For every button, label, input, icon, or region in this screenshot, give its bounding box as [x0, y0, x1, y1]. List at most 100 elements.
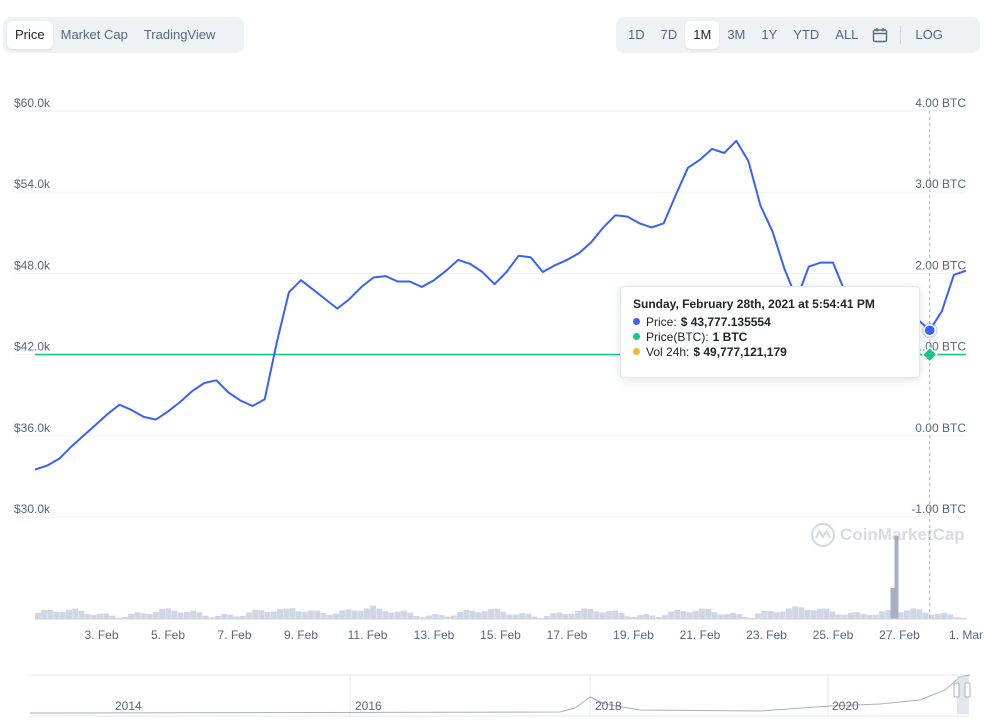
volume-bar	[308, 610, 314, 619]
range-7d[interactable]: 7D	[660, 27, 678, 42]
volume-bar	[550, 613, 557, 619]
volume-bar	[165, 608, 172, 619]
volume-bar	[146, 613, 153, 619]
volume-bar	[202, 615, 209, 619]
price-dot-icon	[633, 318, 640, 325]
volume-bar	[35, 613, 41, 619]
tooltip-label: Vol 24h:	[646, 344, 690, 359]
tooltip-row-price: Price: $ 43,777.135554	[633, 314, 907, 329]
volume-bar	[134, 612, 141, 619]
volume-bar	[494, 608, 501, 619]
x-axis-tick-label: 3. Feb	[84, 628, 118, 642]
x-axis-tick-label: 15. Feb	[480, 628, 521, 642]
volume-bar	[500, 611, 507, 619]
volume-bar	[885, 610, 892, 619]
volume-bar	[717, 614, 724, 619]
volume-bar	[643, 614, 650, 619]
tab-price[interactable]: Price	[7, 21, 53, 49]
volume-bar	[370, 605, 377, 619]
x-axis-tick-label: 21. Feb	[680, 628, 721, 642]
volume-bar	[934, 613, 941, 619]
volume-bar	[419, 617, 426, 619]
volume-bar	[618, 613, 625, 619]
tooltip-value: $ 43,777.135554	[680, 314, 771, 329]
volume-bar	[879, 611, 886, 619]
volume-bar	[357, 610, 364, 619]
volume-dot-icon	[633, 348, 640, 355]
y-axis-tick-label: $30.0k	[14, 502, 51, 516]
volume-bar	[835, 614, 842, 619]
volume-bar	[894, 536, 899, 619]
volume-bar	[196, 612, 203, 619]
volume-bar	[711, 612, 718, 619]
range-1m[interactable]: 1M	[685, 21, 720, 49]
volume-bar	[407, 612, 414, 619]
volume-bar	[376, 608, 383, 619]
volume-bar	[736, 614, 743, 619]
navigator-handle	[953, 682, 960, 698]
volume-bar	[208, 617, 215, 619]
x-axis-tick-label: 13. Feb	[414, 628, 455, 642]
range-1y[interactable]: 1Y	[761, 27, 778, 42]
volume-bar	[730, 612, 737, 619]
volume-bar	[444, 616, 451, 619]
volume-bar	[686, 612, 693, 619]
calendar-icon[interactable]	[866, 21, 894, 49]
volume-bar	[581, 608, 588, 619]
volume-bar	[463, 609, 470, 619]
volume-bar	[90, 615, 97, 619]
watermark: CoinMarketCap	[810, 522, 965, 548]
volume-bar	[84, 614, 91, 619]
volume-bar	[59, 611, 66, 619]
x-axis-tick-label: 5. Feb	[151, 628, 185, 642]
volume-bar	[574, 610, 581, 619]
volume-bar	[233, 616, 240, 619]
volume-bar	[928, 614, 935, 619]
y-axis-tick-label: $42.0k	[14, 340, 51, 354]
volume-bar	[214, 615, 221, 619]
x-axis-tick-label: 7. Feb	[217, 628, 251, 642]
volume-bar	[810, 610, 817, 619]
volume-bar	[388, 612, 395, 619]
volume-bar	[947, 614, 954, 619]
volume-bar	[345, 609, 352, 619]
y-right-axis-tick-label: 1.00 BTC	[915, 340, 966, 354]
volume-bar	[587, 608, 594, 619]
volume-bar	[506, 614, 513, 619]
volume-bar	[326, 614, 333, 619]
x-axis-tick-label: 23. Feb	[746, 628, 787, 642]
volume-bar	[190, 610, 197, 619]
volume-bar	[301, 611, 308, 619]
volume-bar	[283, 608, 290, 619]
volume-bar	[804, 609, 811, 619]
coinmarketcap-logo-icon	[810, 522, 836, 548]
range-ytd[interactable]: YTD	[793, 27, 820, 42]
range-3m[interactable]: 3M	[727, 27, 746, 42]
range-all[interactable]: ALL	[835, 27, 859, 42]
y-right-axis-tick-label: 4.00 BTC	[915, 96, 966, 110]
range-1d[interactable]: 1D	[628, 27, 645, 42]
tab-tradingview[interactable]: TradingView	[143, 27, 216, 42]
volume-bar	[227, 614, 234, 619]
log-toggle[interactable]: LOG	[915, 27, 943, 42]
volume-bar	[295, 611, 302, 619]
volume-bar	[171, 610, 178, 619]
volume-bar	[351, 610, 358, 619]
volume-bar	[488, 608, 494, 619]
time-range-tabs: 1D 7D 1M 3M 1Y YTD ALL LOG	[616, 17, 980, 53]
volume-bar	[432, 613, 439, 619]
y-right-axis-tick-label: 0.00 BTC	[915, 421, 966, 435]
volume-bar	[674, 609, 681, 619]
y-axis-tick-label: $54.0k	[14, 177, 51, 191]
divider	[900, 26, 902, 44]
volume-bar	[103, 613, 110, 619]
volume-bar	[606, 611, 612, 619]
volume-bar	[637, 615, 643, 619]
x-axis-tick-label: 27. Feb	[879, 628, 920, 642]
volume-bar	[537, 617, 544, 619]
btc-marker	[921, 346, 938, 363]
volume-bar	[469, 610, 476, 619]
volume-bar	[841, 614, 848, 619]
tab-market-cap[interactable]: Market Cap	[60, 27, 128, 42]
